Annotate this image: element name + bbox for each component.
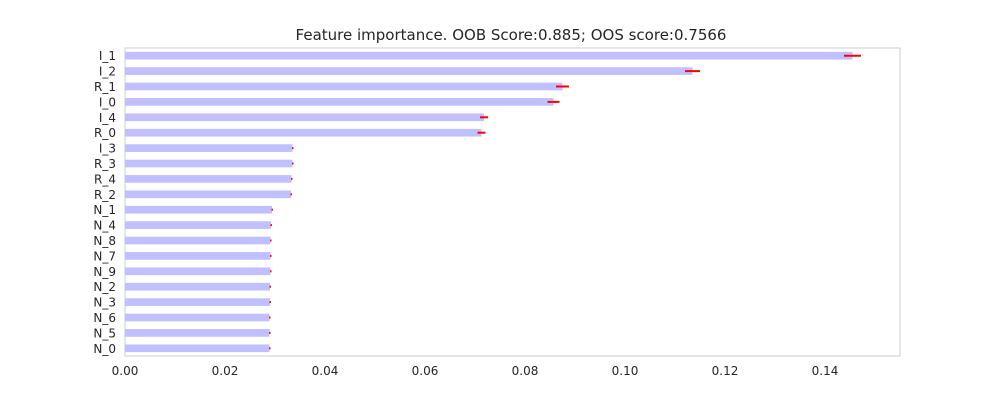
bar-N_6: [125, 313, 270, 322]
bar-N_8: [125, 236, 271, 245]
bar-R_1: [125, 82, 563, 91]
x-tick-label: 0.04: [312, 364, 339, 378]
bar-N_4: [125, 221, 271, 229]
y-axis-labels: I_1I_2R_1I_0I_4R_0I_3R_3R_4R_2N_1N_4N_8N…: [93, 49, 116, 356]
y-tick-label: N_5: [93, 326, 116, 340]
bar-I_1: [125, 51, 853, 60]
y-tick-label: N_0: [93, 342, 116, 356]
bar-N_2: [125, 282, 270, 291]
bar-I_0: [125, 98, 554, 106]
x-tick-label: 0.08: [512, 364, 539, 378]
x-tick-label: 0.10: [612, 364, 639, 378]
bar-R_2: [125, 190, 291, 199]
plot-area: [124, 47, 901, 357]
bar-N_3: [125, 298, 270, 306]
x-tick-label: 0.06: [412, 364, 439, 378]
error-bars-group: [269, 54, 861, 350]
bar-I_3: [125, 144, 293, 152]
y-tick-label: R_3: [94, 157, 116, 171]
bar-R_3: [125, 159, 293, 168]
x-axis-ticks: 0.00 0.02 0.04 0.06 0.08 0.10 0.12 0.14: [112, 364, 839, 378]
y-tick-label: N_3: [93, 296, 116, 310]
bar-N_0: [125, 344, 270, 353]
y-tick-label: N_8: [93, 234, 116, 248]
y-tick-label: I_0: [99, 95, 116, 109]
y-tick-label: N_4: [93, 219, 116, 233]
x-tick-label: 0.12: [712, 364, 739, 378]
y-tick-label: I_1: [99, 49, 116, 63]
y-tick-label: N_1: [93, 203, 116, 217]
y-tick-label: R_4: [94, 172, 116, 186]
bar-N_5: [125, 329, 270, 337]
y-tick-label: R_2: [94, 188, 116, 202]
y-tick-label: N_2: [93, 280, 116, 294]
y-tick-label: I_3: [99, 142, 116, 156]
y-tick-label: N_6: [93, 311, 116, 325]
bar-R_0: [125, 128, 482, 137]
x-tick-label: 0.02: [212, 364, 239, 378]
x-tick-label: 0.00: [112, 364, 139, 378]
y-tick-label: I_4: [99, 111, 116, 125]
bar-I_4: [125, 113, 484, 122]
bar-R_4: [125, 175, 292, 183]
chart-title: Feature importance. OOB Score:0.885; OOS…: [296, 26, 727, 44]
bar-N_9: [125, 267, 271, 276]
bars-group: [125, 51, 853, 353]
bar-I_2: [125, 67, 693, 75]
bar-N_1: [125, 205, 272, 214]
bar-N_7: [125, 252, 271, 260]
y-tick-label: I_2: [99, 65, 116, 79]
y-tick-label: R_1: [94, 80, 116, 94]
y-tick-label: N_9: [93, 265, 116, 279]
x-tick-label: 0.14: [812, 364, 839, 378]
y-tick-label: R_0: [94, 126, 116, 140]
y-tick-label: N_7: [93, 249, 116, 263]
